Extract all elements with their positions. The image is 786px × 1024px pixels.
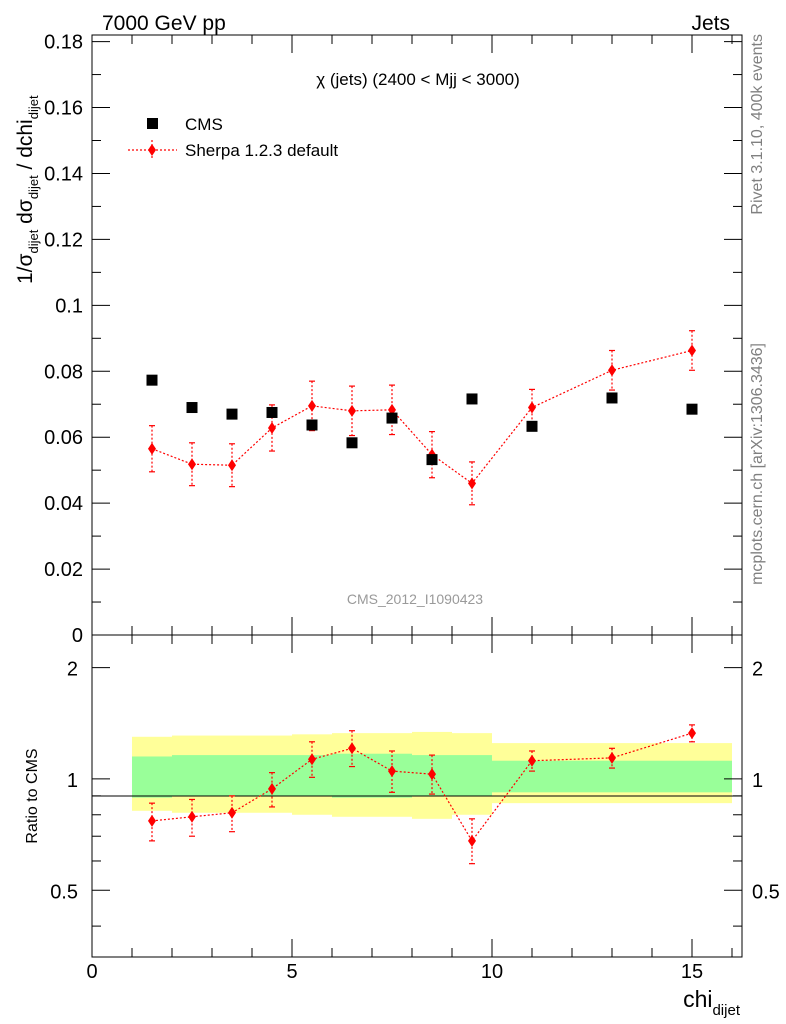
ratio-sherpa-point xyxy=(348,742,356,755)
ratio-ytick-label-left: 0.5 xyxy=(50,881,78,903)
ratio-band-inner xyxy=(652,760,732,793)
sherpa-point xyxy=(228,459,236,472)
ratio-band-inner xyxy=(212,755,252,796)
main-plot-area xyxy=(146,330,698,506)
ratio-ytick-label-right: 0.5 xyxy=(752,881,780,903)
main-ytick-label: 0.12 xyxy=(44,229,83,251)
main-ytick-label: 0.1 xyxy=(55,295,83,317)
ratio-ytick-label-left: 1 xyxy=(67,770,78,792)
cms-point xyxy=(146,374,158,386)
cms-point xyxy=(606,392,618,404)
x-axis-label: chidijet xyxy=(683,986,741,1019)
sherpa-line xyxy=(151,349,693,485)
ratio-ytick-label-left: 2 xyxy=(67,659,78,681)
ratio-ylabel: Ratio to CMS xyxy=(24,748,41,843)
legend-label-cms: CMS xyxy=(185,115,223,134)
x-axis-tick-label: 5 xyxy=(286,961,297,983)
sherpa-point xyxy=(688,344,696,357)
ratio-ytick-label-right: 1 xyxy=(752,770,763,792)
sherpa-point xyxy=(608,364,616,377)
plot-title: χ (jets) (2400 < Mjj < 3000) xyxy=(316,70,520,89)
sherpa-point xyxy=(528,401,536,414)
ratio-ytick-label-right: 2 xyxy=(752,659,763,681)
header-left: 7000 GeV pp xyxy=(102,12,226,35)
cms-point xyxy=(306,419,318,431)
cms-point xyxy=(466,393,478,405)
x-axis-tick-label: 10 xyxy=(481,961,503,983)
legend-label-sherpa: Sherpa 1.2.3 default xyxy=(185,141,338,160)
ylabel-sub-3: dijet xyxy=(26,95,41,119)
ratio-sherpa-line xyxy=(151,732,693,842)
analysis-label: CMS_2012_I1090423 xyxy=(347,591,483,607)
ratio-band-inner xyxy=(332,753,372,798)
cms-point xyxy=(226,408,238,420)
header-right: Jets xyxy=(691,12,730,35)
cms-point xyxy=(686,403,698,415)
ratio-ticks: 0 5 10 15 0.5 0.5 1 1 2 2 xyxy=(50,635,780,983)
cms-point xyxy=(346,437,358,449)
ylabel-part-3: / dchi xyxy=(14,119,37,175)
cms-point xyxy=(186,402,198,414)
main-ytick-label: 0 xyxy=(72,625,83,647)
ratio-band-inner xyxy=(172,755,212,796)
ratio-sherpa-point xyxy=(428,768,436,781)
main-ytick-label: 0.04 xyxy=(44,493,83,515)
sherpa-point xyxy=(268,421,276,434)
cms-point xyxy=(426,454,438,466)
sherpa-point xyxy=(308,399,316,412)
main-ytick-label: 0.14 xyxy=(44,163,83,185)
ratio-sherpa-point xyxy=(268,782,276,795)
legend-marker-sherpa xyxy=(148,144,156,156)
ratio-sherpa-point xyxy=(148,814,156,827)
x-axis-tick-label: 0 xyxy=(86,961,97,983)
main-ytick-label: 0.06 xyxy=(44,427,83,449)
cms-point xyxy=(386,412,398,424)
ratio-sherpa-point xyxy=(528,754,536,767)
sherpa-point xyxy=(148,442,156,455)
x-axis-label-main: chi xyxy=(683,986,712,1012)
rivet-label: Rivet 3.1.10, 400k events xyxy=(749,34,766,215)
mcplots-label: mcplots.cern.ch [arXiv:1306.3436] xyxy=(749,343,766,585)
ylabel-sub-2: dijet xyxy=(26,175,41,199)
sherpa-point xyxy=(188,458,196,471)
ratio-sherpa-point xyxy=(608,751,616,764)
ratio-sherpa-point xyxy=(468,834,476,847)
cms-point xyxy=(526,420,538,432)
ylabel-part-1: 1/σ xyxy=(14,253,37,284)
ylabel-part-2: dσ xyxy=(14,199,37,230)
ratio-band-inner xyxy=(132,756,172,798)
sherpa-point xyxy=(348,404,356,417)
ratio-uncertainty-bands xyxy=(132,731,732,819)
ratio-sherpa-point xyxy=(388,765,396,778)
legend: CMS Sherpa 1.2.3 default xyxy=(128,115,338,160)
main-ylabel: 1/σdijet dσdijet / dchidijet xyxy=(14,95,41,284)
ratio-sherpa-point xyxy=(228,806,236,819)
main-ytick-label: 0.08 xyxy=(44,361,83,383)
ratio-sherpa-point xyxy=(688,727,696,740)
ratio-sherpa-point xyxy=(308,753,316,766)
ratio-band-inner xyxy=(452,755,492,796)
main-ticks: 0 0.02 0.04 0.06 0.08 0.1 0.12 0.14 0.16 0.18 xyxy=(44,32,742,647)
main-ytick-label: 0.02 xyxy=(44,559,83,581)
sherpa-point xyxy=(468,477,476,490)
main-ytick-label: 0.18 xyxy=(44,32,83,54)
ratio-plot-area xyxy=(148,724,696,865)
legend-marker-cms xyxy=(147,118,158,129)
ylabel-sub-1: dijet xyxy=(26,229,41,253)
ratio-sherpa-point xyxy=(188,810,196,823)
x-axis-label-sub: dijet xyxy=(712,1002,740,1019)
cms-point xyxy=(266,406,278,418)
x-axis-tick-label: 15 xyxy=(681,961,703,983)
main-ytick-label: 0.16 xyxy=(44,98,83,120)
